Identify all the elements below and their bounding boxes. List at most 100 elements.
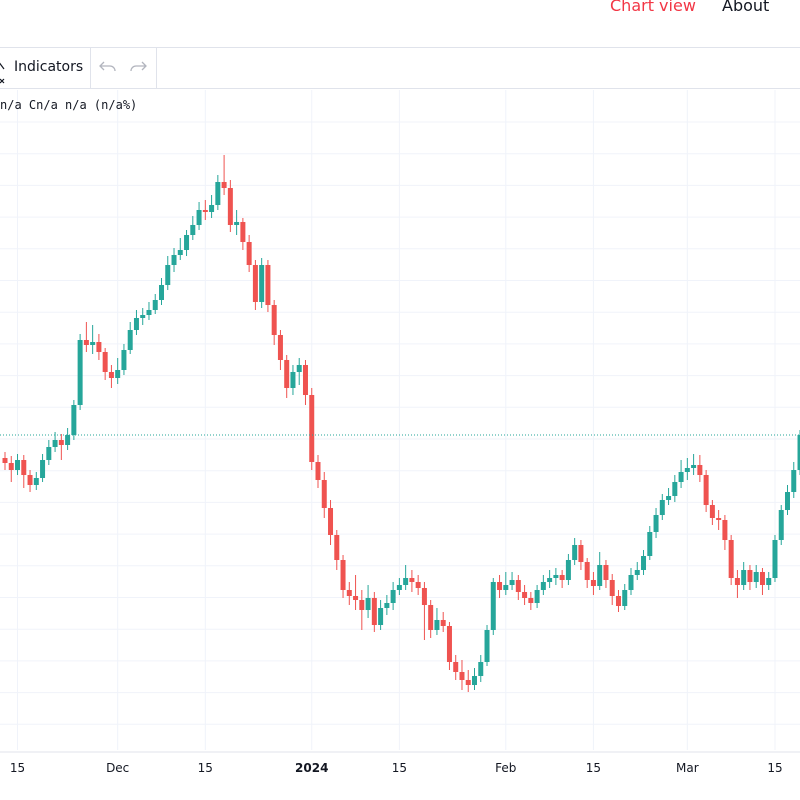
candle-body — [703, 475, 709, 505]
x-tick-label: 15 — [10, 761, 25, 775]
candle-body — [265, 265, 271, 305]
candle-body — [472, 676, 477, 685]
candle-body — [65, 435, 71, 445]
candle-body — [15, 460, 21, 470]
candle-body — [302, 365, 308, 395]
x-tick-label: 15 — [198, 761, 213, 775]
candle-body — [628, 575, 634, 590]
candle-body — [127, 330, 133, 350]
candle-body — [328, 508, 334, 535]
candle-body — [284, 360, 290, 388]
candle-body — [778, 510, 784, 540]
candle-body — [791, 470, 797, 492]
candle-body — [484, 630, 490, 662]
candle-body — [209, 205, 215, 212]
candle-body — [653, 515, 659, 532]
candle-body — [115, 370, 121, 378]
candle-body — [747, 570, 753, 582]
candle-body — [21, 460, 27, 475]
candle-body — [46, 447, 52, 460]
candle-body — [691, 465, 697, 468]
x-tick-label: 15 — [392, 761, 407, 775]
indicators-button[interactable]: Indicators — [14, 59, 84, 75]
candle-body — [321, 480, 327, 508]
candle-body — [309, 395, 315, 462]
candle-body — [641, 556, 647, 570]
candle-body — [40, 460, 46, 478]
candle-body — [27, 475, 33, 485]
candle-body — [459, 672, 465, 680]
x-tick-label: 2024 — [295, 761, 328, 775]
candle-body — [8, 463, 14, 470]
candle-body — [528, 598, 534, 603]
candle-body — [102, 352, 108, 372]
candle-body — [365, 598, 371, 610]
candle-body — [296, 365, 302, 372]
candle-body — [184, 235, 190, 250]
candle-body — [384, 603, 390, 608]
candle-body — [759, 572, 765, 585]
undo-icon[interactable] — [99, 61, 116, 72]
indicators-icon — [0, 62, 5, 84]
x-tick-label: 15 — [767, 761, 782, 775]
candle-body — [371, 598, 377, 625]
candle-body — [133, 318, 139, 330]
candle-body — [540, 582, 546, 590]
redo-icon[interactable] — [130, 61, 147, 72]
candle-body — [716, 518, 722, 520]
candle-body — [215, 182, 221, 205]
candle-body — [271, 305, 277, 335]
candle-body — [434, 620, 440, 630]
candle-body — [647, 532, 653, 556]
candle-body — [140, 315, 146, 318]
candle-body — [77, 340, 83, 405]
candle-body — [722, 520, 728, 540]
nav-link[interactable]: About — [722, 0, 770, 15]
x-tick-label: Feb — [495, 761, 516, 775]
candle-body — [678, 472, 684, 482]
candle-body — [277, 335, 283, 360]
candle-body — [96, 342, 102, 352]
candle-body — [597, 565, 603, 586]
candle-body — [766, 578, 772, 585]
candle-body — [33, 478, 39, 485]
candle-body — [622, 590, 628, 606]
candle-body — [559, 575, 565, 580]
candle-body — [609, 580, 615, 596]
undo-redo — [99, 61, 147, 72]
candle-body — [340, 560, 346, 590]
candle-body — [547, 578, 553, 582]
candle-body — [146, 310, 152, 315]
candle-body — [440, 620, 446, 626]
candle-body — [246, 242, 252, 265]
candle-body — [509, 580, 515, 585]
candle-body — [578, 545, 584, 562]
candle-body — [159, 285, 164, 300]
candle-body — [634, 570, 640, 575]
candle-body — [252, 265, 258, 302]
candle-body — [553, 575, 559, 578]
candle-body — [108, 372, 114, 378]
candle-body — [478, 662, 484, 676]
candle-body — [240, 222, 246, 242]
candle-body — [346, 590, 352, 596]
candle-body — [378, 608, 384, 625]
candle-body — [503, 585, 509, 590]
candle-body — [421, 588, 427, 605]
candle-body — [415, 582, 421, 588]
candle-body — [446, 626, 452, 662]
candle-body — [785, 492, 790, 510]
candle-body — [290, 372, 296, 388]
candle-body — [522, 592, 528, 598]
candle-body — [353, 596, 359, 600]
candle-body — [83, 340, 89, 345]
candle-body — [565, 560, 571, 580]
candle-body — [428, 605, 434, 630]
candle-body — [465, 680, 471, 685]
candle-body — [753, 572, 759, 582]
candle-body — [171, 255, 177, 265]
candle-body — [177, 250, 183, 255]
nav-link[interactable]: Chart view — [610, 0, 696, 15]
